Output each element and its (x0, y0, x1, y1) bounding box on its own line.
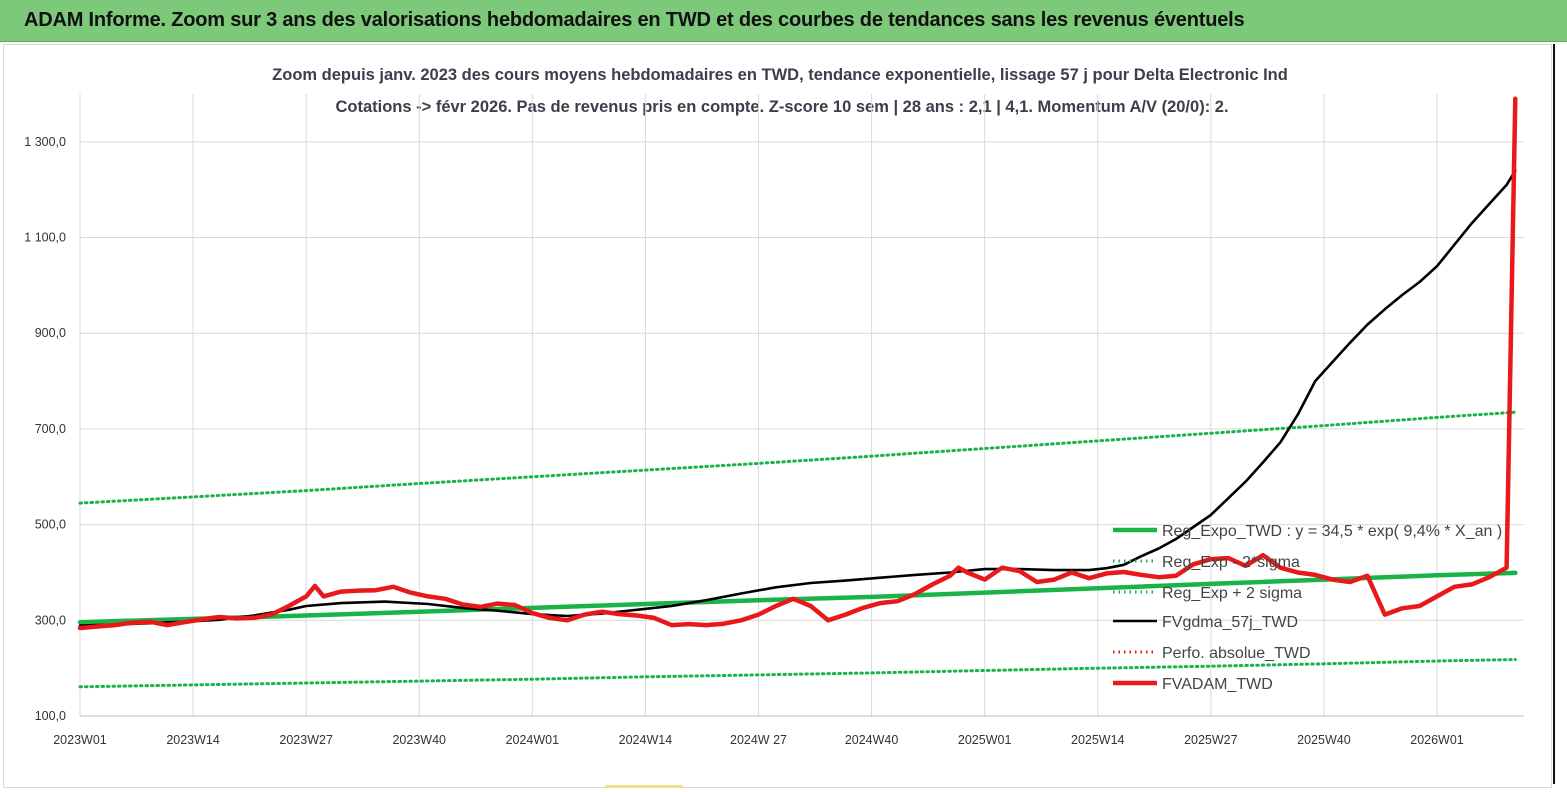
series-line (78, 410, 1517, 505)
y-tick-label: 1 100,0 (24, 231, 66, 245)
legend-label: Reg_Exp + 2 sigma (1162, 585, 1302, 602)
frame-right-edge (1553, 44, 1555, 784)
y-tick-label: 900,0 (35, 326, 66, 340)
report-banner: ADAM Informe. Zoom sur 3 ans des valoris… (0, 0, 1567, 42)
series-line (78, 658, 1517, 689)
series-line (77, 96, 1518, 631)
x-tick-label: 2025W14 (1071, 733, 1125, 747)
x-tick-label: 2024W01 (506, 733, 560, 747)
legend-label: FVgdma_57j_TWD (1162, 614, 1298, 631)
chart-frame (3, 44, 1552, 788)
x-tick-label: 2026W01 (1410, 733, 1464, 747)
legend-label: FVADAM_TWD (1162, 676, 1273, 693)
x-tick-label: 2023W01 (53, 733, 107, 747)
y-tick-label: 300,0 (35, 613, 66, 627)
chart-title: Zoom depuis janv. 2023 des cours moyens … (272, 66, 1288, 84)
legend-label: Perfo. absolue_TWD (1162, 645, 1311, 662)
x-tick-label: 2024W 27 (730, 733, 787, 747)
x-tick-label: 2023W40 (392, 733, 446, 747)
y-tick-label: 700,0 (35, 422, 66, 436)
legend-label: Reg_Exp - 2*sigma (1162, 554, 1300, 571)
x-tick-label: 2025W27 (1184, 733, 1238, 747)
legend-label: Reg_Expo_TWD : y = 34,5 * exp( 9,4% * X_… (1162, 523, 1502, 540)
x-tick-label: 2023W14 (166, 733, 220, 747)
bottom-accent-bar (605, 785, 683, 788)
x-tick-label: 2024W14 (619, 733, 673, 747)
y-tick-label: 100,0 (35, 709, 66, 723)
x-tick-label: 2023W27 (279, 733, 333, 747)
y-tick-label: 1 300,0 (24, 135, 66, 149)
chart-subtitle: Cotations -> févr 2026. Pas de revenus p… (335, 98, 1229, 116)
y-tick-label: 500,0 (35, 518, 66, 532)
x-tick-label: 2024W40 (845, 733, 899, 747)
x-tick-label: 2025W01 (958, 733, 1012, 747)
series-line (77, 570, 1518, 625)
series-line (78, 169, 1517, 627)
report-title: ADAM Informe. Zoom sur 3 ans des valoris… (24, 9, 1245, 31)
x-tick-label: 2025W40 (1297, 733, 1351, 747)
